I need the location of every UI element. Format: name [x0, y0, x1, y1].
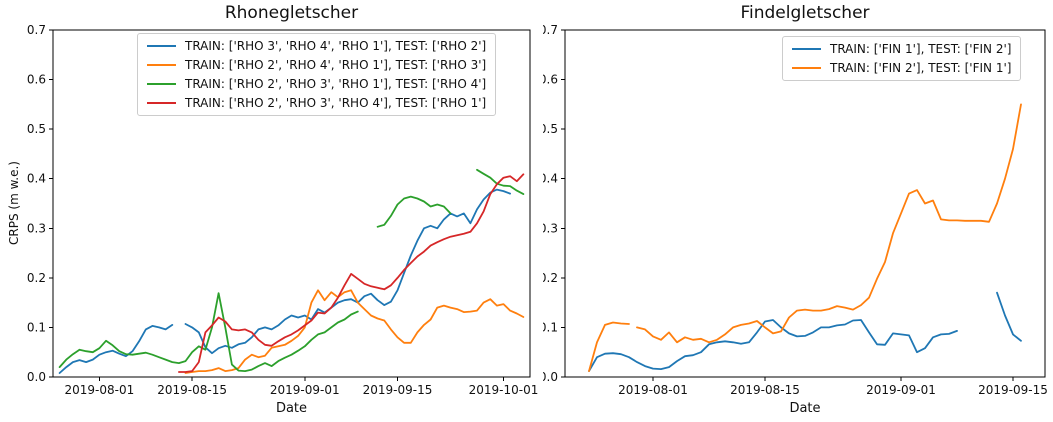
series-line-1	[184, 289, 525, 374]
axes-frame	[564, 29, 1046, 378]
legend-label: TRAIN: ['RHO 2', 'RHO 4', 'RHO 1'], TEST…	[185, 58, 487, 72]
legend-label: TRAIN: ['RHO 3', 'RHO 4', 'RHO 1'], TEST…	[185, 39, 487, 53]
panel-findelgletscher: Findelgletscher 2019-08-01 2019-08-15 2019…	[543, 0, 1053, 422]
panel-rhonegletscher: Rhonegletscher CRPS (m w.e.) 2019-08-01 2…	[7, 3, 539, 416]
series-line-1	[588, 321, 630, 373]
y-tick-label: 0.1	[27, 320, 46, 334]
chart-title-findelgletscher: Findelgletscher	[740, 3, 870, 23]
x-axis-label-left: Date	[275, 401, 308, 416]
legend-line-swatch	[147, 102, 176, 104]
series-line-1	[636, 103, 1022, 344]
x-tick-label: 2019-09-01	[270, 383, 340, 397]
legend-line-swatch	[147, 45, 176, 47]
x-tick-label: 2019-09-15	[363, 383, 433, 397]
legend-label: TRAIN: ['FIN 1'], TEST: ['FIN 2']	[830, 42, 1012, 56]
y-tick-label: 0.1	[543, 320, 558, 334]
x-tick-label: 2019-08-15	[730, 383, 800, 397]
y-tick-label: 0.5	[543, 122, 558, 136]
series-line-3	[177, 173, 525, 373]
legend-line-swatch	[147, 64, 176, 66]
legend-entry: TRAIN: ['RHO 3', 'RHO 4', 'RHO 1'], TEST…	[147, 39, 486, 53]
legend-entry: TRAIN: ['RHO 2', 'RHO 3', 'RHO 4'], TEST…	[147, 96, 486, 110]
y-tick-label: 0.7	[543, 23, 558, 37]
y-tick-label: 0.6	[27, 73, 46, 87]
legend-entry: TRAIN: ['FIN 1'], TEST: ['FIN 2']	[792, 42, 1011, 56]
legend-line-swatch	[792, 67, 821, 69]
legend-entry: TRAIN: ['RHO 2', 'RHO 3', 'RHO 1'], TEST…	[147, 77, 486, 91]
series-line-2	[376, 195, 452, 228]
y-tick-label: 0.2	[543, 271, 558, 285]
series-line-0	[588, 319, 958, 373]
chart-title-rhonegletscher: Rhonegletscher	[224, 3, 359, 23]
y-tick-label: 0.2	[27, 271, 46, 285]
y-tick-label: 0.3	[543, 221, 558, 235]
y-tick-label: 0.0	[27, 370, 46, 384]
y-tick-label: 0.3	[27, 221, 46, 235]
x-tick-label: 2019-09-01	[866, 383, 936, 397]
plot-area-rhonegletscher: 2019-08-01 2019-08-15 2019-09-01 2019-09-15…	[27, 23, 539, 397]
y-tick-label: 0.0	[543, 370, 558, 384]
series-line-2	[58, 292, 359, 373]
legend-rhonegletscher: TRAIN: ['RHO 3', 'RHO 4', 'RHO 1'], TEST…	[137, 33, 497, 116]
y-tick-label: 0.6	[543, 73, 558, 87]
series-line-2	[476, 168, 525, 196]
x-tick-label: 2019-08-01	[618, 383, 688, 397]
legend-label: TRAIN: ['RHO 2', 'RHO 3', 'RHO 4'], TEST…	[185, 96, 487, 110]
series-line-0	[58, 323, 174, 374]
legend-line-swatch	[792, 48, 821, 50]
axes-frame	[52, 29, 531, 378]
y-tick-label: 0.4	[543, 172, 558, 186]
series-line-0	[184, 188, 512, 355]
legend-findelgletscher: TRAIN: ['FIN 1'], TEST: ['FIN 2'] TRAIN: …	[782, 36, 1022, 81]
x-tick-label: 2019-08-15	[157, 383, 227, 397]
x-tick-label: 2019-08-01	[65, 383, 135, 397]
legend-label: TRAIN: ['RHO 2', 'RHO 3', 'RHO 1'], TEST…	[185, 77, 487, 91]
plot-area-findelgletscher: 2019-08-01 2019-08-15 2019-09-01 2019-09-15…	[543, 23, 1048, 397]
x-axis-label-right: Date	[789, 401, 821, 416]
y-tick-label: 0.4	[27, 172, 46, 186]
x-tick-label: 2019-10-01	[469, 383, 539, 397]
y-tick-label: 0.7	[27, 23, 46, 37]
legend-entry: TRAIN: ['FIN 2'], TEST: ['FIN 1']	[792, 61, 1011, 75]
y-tick-label: 0.5	[27, 122, 46, 136]
series-line-0	[996, 291, 1022, 342]
legend-line-swatch	[147, 83, 176, 85]
x-tick-label: 2019-09-15	[978, 383, 1048, 397]
legend-entry: TRAIN: ['RHO 2', 'RHO 4', 'RHO 1'], TEST…	[147, 58, 486, 72]
legend-label: TRAIN: ['FIN 2'], TEST: ['FIN 1']	[830, 61, 1012, 75]
